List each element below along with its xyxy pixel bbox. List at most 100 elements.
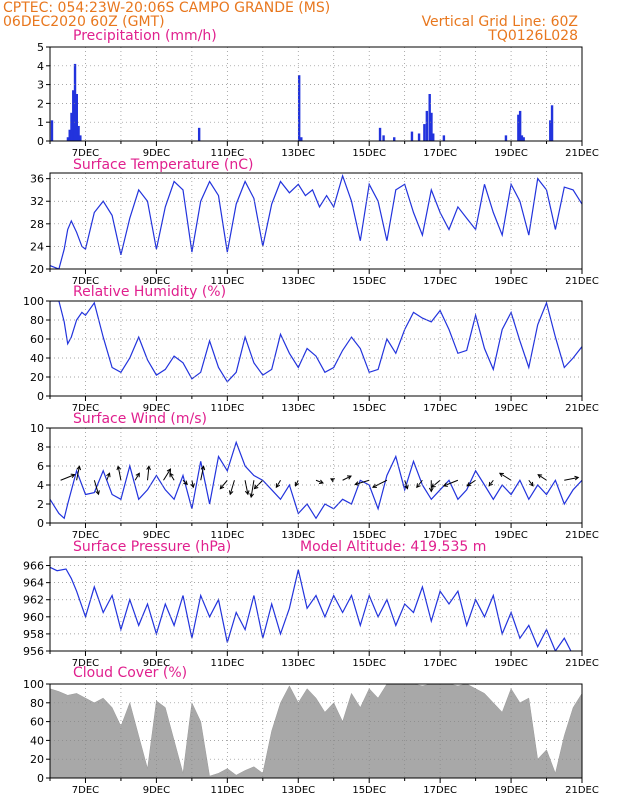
- cloud-ytick-label: 20: [30, 753, 44, 766]
- pres-frame: [49, 556, 583, 652]
- temp-xtick-label: 17DEC: [423, 276, 457, 287]
- cloud-xtick-label: 21DEC: [565, 785, 599, 796]
- precip-bar: [432, 133, 435, 141]
- wind-vector-head: [253, 484, 259, 490]
- precip-bar: [549, 120, 552, 141]
- precip-bar: [417, 133, 421, 141]
- wind-vector-head: [183, 480, 188, 486]
- rh-ytick-label: 40: [30, 352, 44, 365]
- precip-ytick-label: 4: [37, 60, 44, 73]
- wind-vector-head: [430, 483, 436, 488]
- temp-xtick-label: 21DEC: [565, 276, 599, 287]
- rh-line: [50, 301, 582, 383]
- precip-ytick-label: 1: [37, 116, 44, 129]
- temp-frame: [49, 172, 583, 270]
- cloud-ytick-label: 60: [30, 716, 44, 729]
- wind-xtick-label: 19DEC: [494, 530, 528, 541]
- wind-vector: [244, 480, 249, 495]
- wind-series: [50, 440, 582, 520]
- cloud-xtick-label: 7DEC: [72, 785, 99, 796]
- cloud-ytick-label: 100: [23, 678, 44, 691]
- wind-vector-head: [106, 472, 111, 478]
- wind-ytick-label: 0: [37, 517, 44, 530]
- wind-vector: [93, 480, 100, 495]
- precip-bar: [77, 125, 80, 141]
- wind-xtick-label: 21DEC: [565, 530, 599, 541]
- panel-title-humidity: Relative Humidity (%): [73, 284, 227, 300]
- wind-vector-head: [70, 473, 76, 479]
- precip-series: [50, 63, 554, 141]
- pres-ytick-label: 960: [23, 611, 44, 624]
- precip-xtick-label: 11DEC: [210, 148, 244, 159]
- wind-vector-head: [574, 475, 580, 481]
- wind-vector-head: [275, 483, 281, 489]
- wind-vector-head: [346, 475, 352, 480]
- cloud-panel: [46, 683, 583, 783]
- rh-ytick-label: 60: [30, 333, 44, 346]
- wind-vector-head: [219, 484, 225, 490]
- wind-line: [50, 440, 582, 520]
- wind-vector: [254, 479, 264, 490]
- wind-vector: [200, 466, 205, 481]
- precip-panel: [46, 46, 583, 146]
- precip-bar: [297, 75, 301, 141]
- cloud-xtick-label: 17DEC: [423, 785, 457, 796]
- wind-vector: [60, 474, 75, 481]
- precip-bar: [517, 114, 520, 141]
- wind-xtick-label: 13DEC: [281, 530, 315, 541]
- rh-panel: [46, 300, 583, 401]
- precip-xtick-label: 17DEC: [423, 148, 457, 159]
- precip-bar: [393, 137, 396, 141]
- temp-grid: [46, 173, 582, 270]
- wind-vector-head: [498, 472, 504, 477]
- panel-title-wind: Surface Wind (m/s): [73, 411, 207, 427]
- rh-xtick-label: 13DEC: [281, 403, 315, 414]
- precip-bar: [50, 120, 54, 141]
- pres-panel: [46, 556, 583, 656]
- panel-title-pressure: Surface Pressure (hPa): [73, 539, 232, 555]
- precip-bar: [300, 137, 303, 141]
- wind-vector-head: [166, 468, 172, 474]
- pres-xtick-label: 11DEC: [210, 658, 244, 669]
- wind-vector-head: [249, 493, 254, 499]
- wind-vector: [229, 480, 235, 495]
- precip-xtick-label: 15DEC: [352, 148, 386, 159]
- pres-grid: [46, 557, 582, 652]
- wind-vector: [76, 466, 80, 481]
- header-date: 06DEC2020 60Z (GMT): [3, 14, 165, 30]
- temp-xtick-label: 11DEC: [210, 276, 244, 287]
- temp-line: [50, 173, 582, 269]
- pres-ytick-label: 956: [23, 645, 44, 658]
- precip-bar: [378, 127, 382, 141]
- temp-ytick-label: 24: [30, 240, 44, 253]
- pres-xtick-label: 19DEC: [494, 658, 528, 669]
- cloud-grid: [46, 683, 582, 779]
- wind-vector: [528, 479, 534, 487]
- wind-ytick-label: 8: [37, 441, 44, 454]
- rh-series: [50, 301, 582, 383]
- wind-vector-head: [76, 465, 82, 471]
- wind-xtick-label: 7DEC: [72, 530, 99, 541]
- rh-xtick-label: 9DEC: [143, 403, 170, 414]
- temp-xtick-label: 13DEC: [281, 276, 315, 287]
- rh-ytick-label: 0: [37, 390, 44, 403]
- wind-vector: [219, 479, 228, 489]
- wind-grid: [46, 427, 582, 524]
- wind-vector-head: [200, 465, 206, 471]
- panel-title-cloud-cover: Cloud Cover (%): [73, 665, 188, 681]
- wind-vector: [163, 468, 171, 481]
- wind-vector-head: [466, 482, 472, 487]
- pres-xtick-label: 7DEC: [72, 658, 99, 669]
- temp-xtick-label: 19DEC: [494, 276, 528, 287]
- wind-vector: [466, 479, 476, 487]
- precip-bar: [430, 112, 433, 141]
- wind-ytick-label: 10: [30, 422, 44, 435]
- cloud-area: [50, 684, 582, 778]
- temp-series: [50, 173, 582, 269]
- precip-bar: [504, 135, 508, 141]
- wind-vector: [315, 479, 324, 484]
- rh-grid: [46, 300, 582, 397]
- precip-bar: [68, 129, 71, 141]
- wind-ytick-label: 6: [37, 460, 44, 473]
